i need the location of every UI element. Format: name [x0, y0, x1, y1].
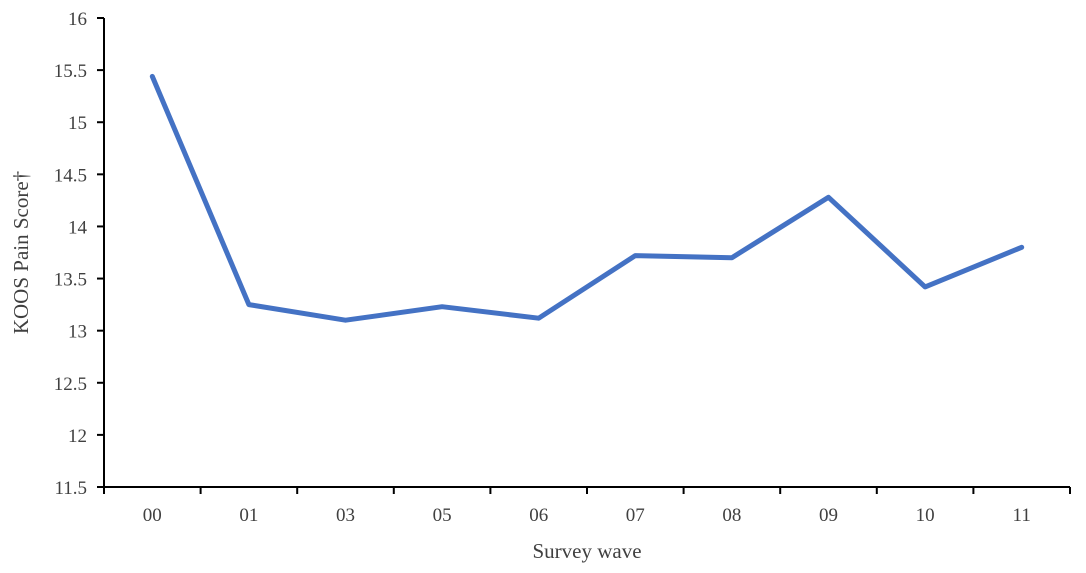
y-tick-label: 15 — [68, 113, 87, 134]
y-tick-label: 14.5 — [54, 165, 87, 186]
x-tick-label: 01 — [239, 505, 258, 526]
y-axis-title: KOOS Pain Score† — [9, 171, 33, 334]
x-tick-label: 08 — [722, 505, 741, 526]
y-axis-ticks: 11.5 12 12.5 13 13.5 14 14.5 15 15.5 16 — [54, 9, 104, 499]
y-tick-label: 13.5 — [54, 270, 87, 291]
x-tick-label: 10 — [916, 505, 935, 526]
y-tick-label: 12 — [68, 426, 87, 447]
x-axis-ticks: 00 01 03 05 06 07 08 09 10 11 — [103, 487, 1071, 526]
x-tick-label: 06 — [529, 505, 548, 526]
x-tick-label: 00 — [143, 505, 162, 526]
y-tick-label: 16 — [68, 9, 87, 30]
y-tick-label: 15.5 — [54, 61, 87, 82]
x-tick-label: 09 — [819, 505, 838, 526]
x-tick-label: 05 — [433, 505, 452, 526]
series-layer — [149, 73, 1025, 323]
y-tick-label: 13 — [68, 322, 87, 343]
y-tick-label: 14 — [68, 217, 88, 238]
x-tick-label: 07 — [626, 505, 645, 526]
series-line — [149, 73, 1025, 323]
x-axis-title: Survey wave — [532, 539, 641, 563]
y-tick-label: 11.5 — [54, 478, 87, 499]
y-tick-label: 12.5 — [54, 374, 87, 395]
x-tick-label: 03 — [336, 505, 355, 526]
x-tick-label: 11 — [1013, 505, 1031, 526]
